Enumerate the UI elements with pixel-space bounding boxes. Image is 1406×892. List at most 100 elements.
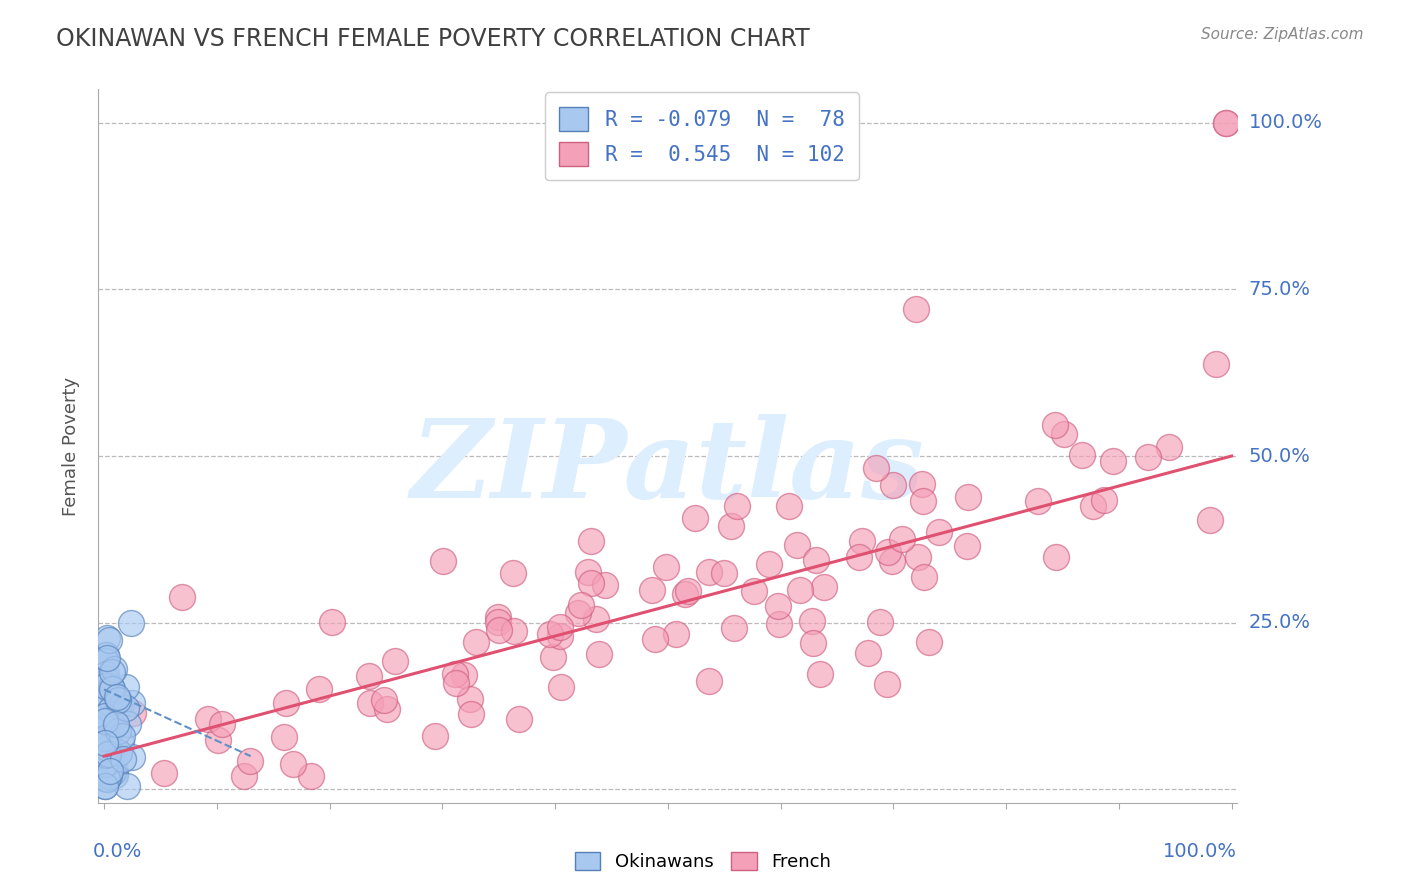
- Point: [117, 717, 139, 731]
- Point: [673, 587, 696, 601]
- Point: [641, 582, 664, 597]
- Point: [94, 693, 117, 707]
- Point: [664, 627, 686, 641]
- Point: [104, 764, 127, 778]
- Point: [488, 623, 510, 637]
- Point: [94, 653, 117, 667]
- Point: [882, 478, 904, 492]
- Y-axis label: Female Poverty: Female Poverty: [62, 376, 80, 516]
- Point: [503, 624, 526, 638]
- Point: [1205, 357, 1227, 371]
- Point: [101, 765, 124, 780]
- Point: [1081, 499, 1104, 513]
- Text: 25.0%: 25.0%: [1249, 613, 1310, 632]
- Point: [98, 633, 121, 648]
- Point: [697, 566, 720, 580]
- Point: [94, 731, 117, 746]
- Point: [96, 748, 118, 763]
- Point: [98, 709, 121, 723]
- Point: [101, 682, 124, 697]
- Point: [1101, 454, 1123, 468]
- Point: [321, 615, 343, 629]
- Legend: R = -0.079  N =  78, R =  0.545  N = 102: R = -0.079 N = 78, R = 0.545 N = 102: [544, 93, 859, 180]
- Point: [1052, 427, 1074, 442]
- Point: [153, 765, 176, 780]
- Point: [96, 704, 118, 718]
- Point: [96, 631, 118, 645]
- Point: [766, 599, 789, 614]
- Point: [93, 779, 115, 793]
- Point: [97, 747, 120, 761]
- Point: [858, 646, 880, 660]
- Point: [464, 635, 486, 649]
- Point: [93, 679, 115, 693]
- Point: [725, 500, 748, 514]
- Point: [928, 524, 950, 539]
- Point: [170, 590, 193, 604]
- Point: [1199, 512, 1222, 526]
- Point: [93, 670, 115, 684]
- Point: [104, 768, 127, 782]
- Point: [100, 683, 122, 698]
- Point: [111, 729, 134, 743]
- Point: [273, 731, 295, 745]
- Point: [115, 680, 138, 694]
- Point: [1043, 417, 1066, 432]
- Point: [94, 756, 117, 771]
- Point: [585, 612, 607, 626]
- Point: [299, 769, 322, 783]
- Text: OKINAWAN VS FRENCH FEMALE POVERTY CORRELATION CHART: OKINAWAN VS FRENCH FEMALE POVERTY CORREL…: [56, 27, 810, 51]
- Point: [644, 632, 666, 646]
- Point: [96, 673, 118, 687]
- Point: [98, 764, 121, 778]
- Point: [548, 620, 571, 634]
- Point: [865, 461, 887, 475]
- Point: [110, 698, 132, 712]
- Point: [423, 729, 446, 743]
- Point: [588, 647, 610, 661]
- Point: [97, 733, 120, 747]
- Point: [778, 500, 800, 514]
- Point: [101, 665, 124, 680]
- Point: [107, 723, 129, 738]
- Point: [1215, 115, 1237, 129]
- Point: [676, 584, 699, 599]
- Point: [904, 302, 927, 317]
- Point: [94, 709, 117, 723]
- Point: [97, 769, 120, 783]
- Point: [100, 746, 122, 760]
- Point: [96, 651, 118, 665]
- Point: [502, 566, 524, 580]
- Point: [93, 753, 115, 767]
- Point: [96, 689, 118, 703]
- Point: [110, 735, 132, 749]
- Point: [97, 693, 120, 707]
- Point: [207, 733, 229, 747]
- Point: [94, 687, 117, 701]
- Point: [94, 654, 117, 668]
- Point: [569, 598, 592, 612]
- Point: [1045, 550, 1067, 565]
- Point: [107, 693, 129, 707]
- Point: [789, 582, 811, 597]
- Point: [576, 566, 599, 580]
- Point: [801, 636, 824, 650]
- Point: [108, 747, 131, 761]
- Point: [93, 698, 115, 713]
- Point: [281, 757, 304, 772]
- Point: [758, 557, 780, 571]
- Point: [100, 716, 122, 731]
- Point: [848, 549, 870, 564]
- Point: [94, 736, 117, 750]
- Point: [581, 576, 603, 591]
- Point: [98, 703, 121, 717]
- Point: [96, 678, 118, 692]
- Point: [911, 477, 934, 491]
- Point: [94, 648, 117, 662]
- Point: [105, 717, 128, 731]
- Text: 100.0%: 100.0%: [1249, 113, 1323, 132]
- Point: [108, 697, 131, 711]
- Point: [593, 578, 616, 592]
- Point: [880, 554, 903, 568]
- Point: [122, 706, 145, 720]
